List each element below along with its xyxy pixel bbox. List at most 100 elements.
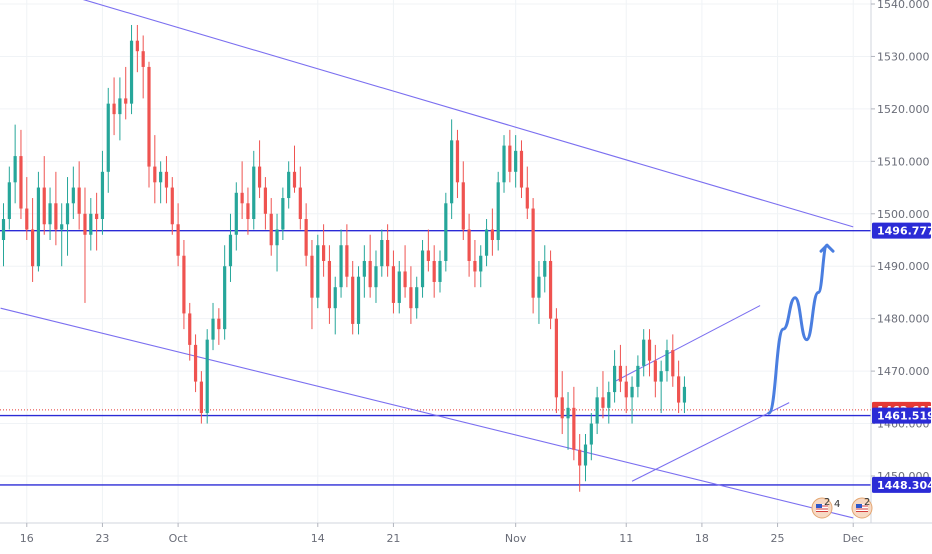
candle-body: [438, 260, 442, 282]
price-label-text: 1448.304: [877, 479, 932, 492]
candle-body: [304, 219, 308, 256]
candle-body: [455, 140, 460, 183]
candle-body: [525, 187, 529, 209]
time-axis[interactable]: 16 23 Oct 14 21 Nov 11 18 25 Dec: [0, 522, 932, 550]
candle-body: [60, 224, 64, 230]
candle-body: [490, 229, 494, 240]
candle-body: [595, 397, 599, 424]
candle-body: [531, 208, 535, 298]
candle-body: [217, 318, 221, 330]
candle-body: [607, 392, 611, 408]
candle-body: [124, 98, 128, 104]
candle-body: [420, 250, 425, 288]
price-tick-label: 1530.000: [877, 50, 930, 63]
time-tick-label: 25: [771, 532, 785, 545]
candle-body: [71, 187, 75, 204]
candle-body: [42, 187, 46, 225]
flag-canton: [816, 504, 822, 508]
candle-body: [257, 166, 262, 188]
candle-body: [450, 140, 454, 204]
candle-body: [281, 198, 285, 230]
price-tick-label: 1490.000: [877, 260, 930, 273]
price-tick-label: 1540.000: [877, 0, 930, 11]
candle-body: [409, 287, 413, 309]
candle-body: [403, 271, 407, 288]
candle-body: [106, 103, 110, 172]
candle-body: [374, 266, 378, 288]
trendline-channel-upper: [82, 0, 854, 228]
candle-body: [89, 213, 93, 235]
candle-body: [496, 182, 500, 240]
price-label-text: 1461.519: [877, 410, 932, 423]
candle-body: [188, 313, 192, 345]
candle-body: [653, 360, 657, 382]
candle-body: [677, 376, 681, 403]
price-tick-label: 1510.000: [877, 155, 930, 168]
candle-body: [193, 344, 198, 382]
forecast-path: [767, 243, 829, 415]
candle-body: [444, 203, 448, 261]
candle-body: [514, 150, 518, 172]
candle-body: [368, 260, 372, 288]
candle-body: [129, 40, 134, 104]
forecast: [767, 243, 835, 415]
candle-body: [397, 271, 401, 303]
trendlines: [0, 0, 854, 519]
candle-body: [275, 229, 279, 246]
time-tick-label: 14: [311, 532, 325, 545]
event-count: 2: [824, 497, 830, 508]
time-tick-label: Nov: [505, 532, 527, 545]
candle-body: [583, 444, 588, 466]
candle-body: [287, 171, 291, 199]
price-axis-background: [871, 0, 932, 550]
candle-body: [671, 350, 675, 377]
candle-body: [473, 260, 477, 272]
candle-body: [659, 371, 663, 382]
time-tick-label: 11: [619, 532, 633, 545]
price-tick-label: 1470.000: [877, 365, 930, 378]
candle-body: [624, 381, 628, 398]
candle-body: [112, 103, 116, 115]
price-label-box: [872, 407, 931, 424]
candle-body: [298, 187, 302, 220]
candle-body: [386, 240, 390, 267]
candle-body: [223, 266, 227, 330]
time-tick-label: Dec: [843, 532, 864, 545]
candle-body: [339, 245, 343, 288]
candle-body: [630, 386, 634, 398]
candle-body: [508, 145, 512, 172]
candle-body: [618, 365, 623, 382]
candle-body: [100, 171, 105, 220]
price-label-text: 1496.777: [877, 225, 932, 238]
candle-body: [310, 255, 314, 298]
candle-body: [682, 386, 687, 403]
candle-body: [519, 150, 524, 188]
candle-body: [647, 339, 652, 361]
candle-body: [176, 224, 180, 256]
candle-body: [560, 397, 564, 419]
candle-body: [182, 255, 186, 314]
candle-body: [461, 182, 465, 230]
us-flag-event-icon: 2: [851, 497, 873, 519]
candle-body: [566, 407, 570, 419]
candle-body: [537, 276, 541, 298]
event-count: 2: [864, 497, 870, 508]
candle-body: [31, 229, 35, 267]
candle-body: [48, 203, 52, 225]
time-tick-label: 16: [20, 532, 34, 545]
candle-body: [426, 250, 430, 261]
event-count-secondary: 4: [834, 499, 840, 510]
candle-body: [327, 260, 332, 309]
candle-body: [467, 229, 471, 261]
price-tick-label: 1500.000: [877, 208, 930, 221]
candle-body: [19, 156, 23, 209]
candle-body: [118, 98, 122, 115]
price-axis[interactable]: 1540.000 1530.000 1520.000 1510.000 1500.000…: [870, 0, 932, 550]
candle-body: [13, 156, 17, 183]
time-tick-label: 18: [695, 532, 709, 545]
candle-body: [205, 339, 209, 414]
